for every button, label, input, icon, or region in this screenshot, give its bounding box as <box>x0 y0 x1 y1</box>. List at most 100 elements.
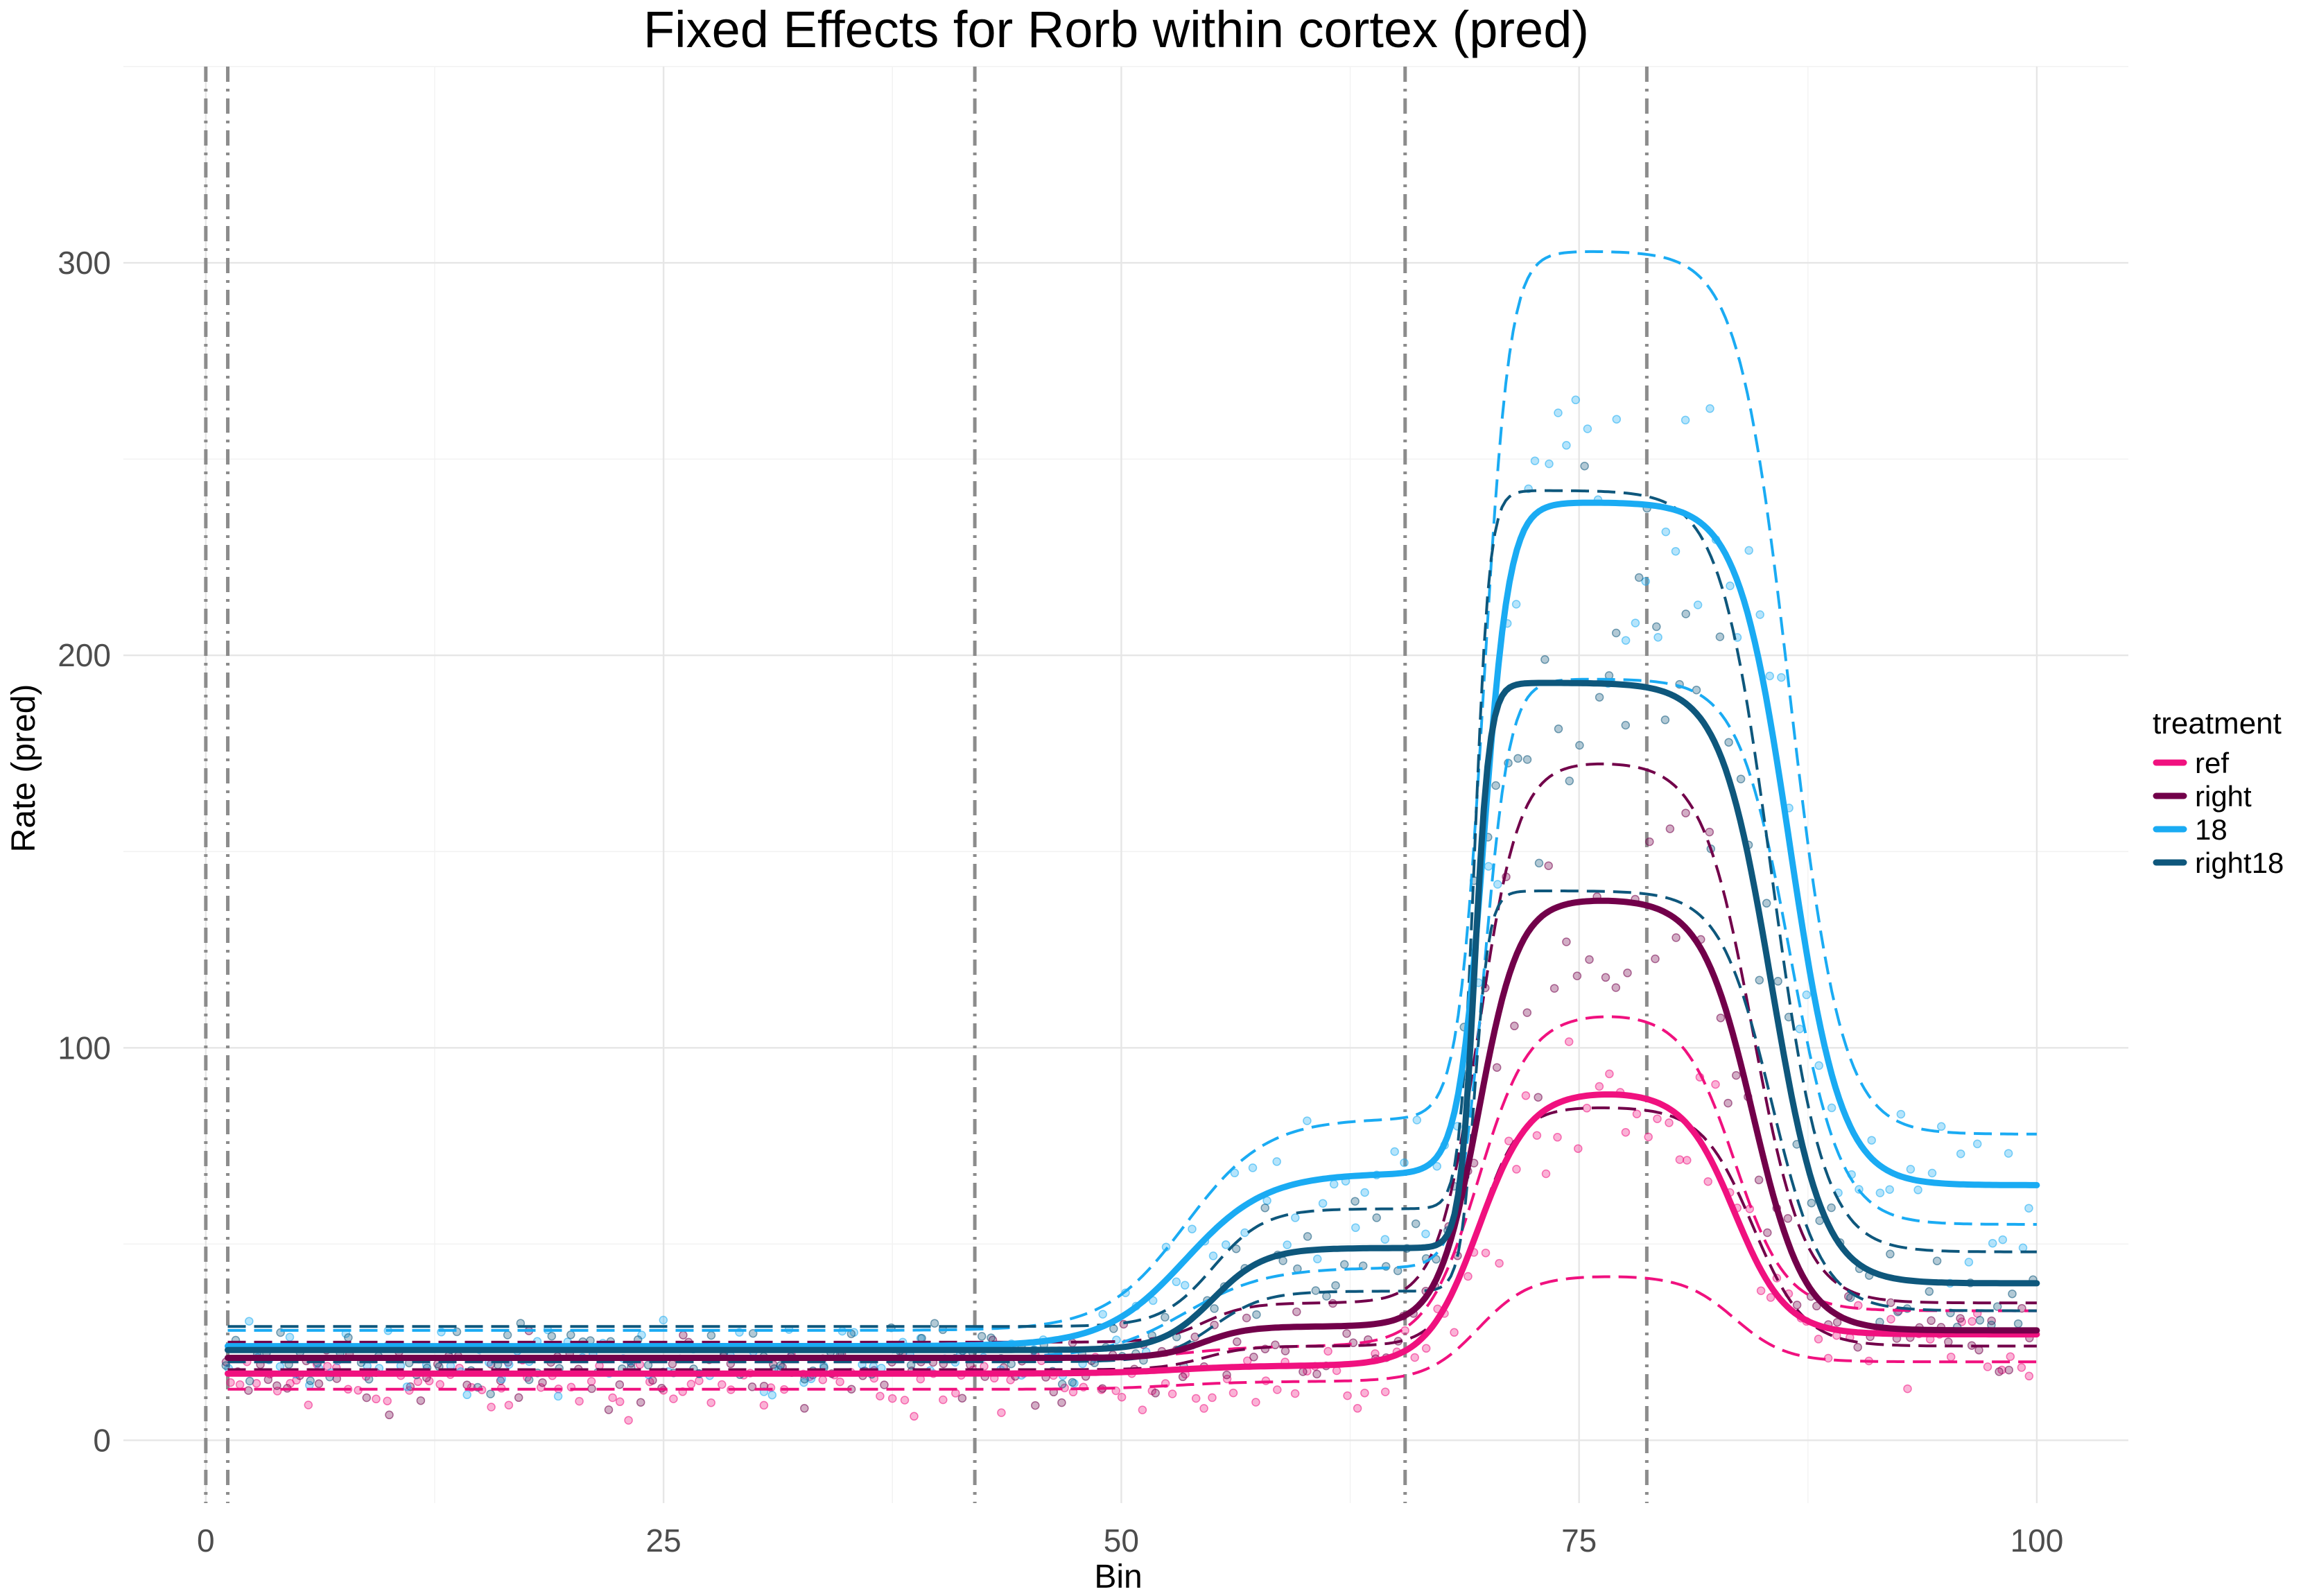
data-point <box>1975 1316 1985 1325</box>
data-point <box>1351 1197 1360 1206</box>
data-point <box>1167 1389 1177 1398</box>
data-point <box>1582 1104 1592 1113</box>
legend-title: treatment <box>2153 706 2282 740</box>
data-point <box>1683 1156 1692 1165</box>
data-point <box>566 1330 575 1339</box>
data-point <box>1432 1161 1441 1171</box>
data-point <box>1988 1238 1997 1248</box>
data-point <box>1766 1293 1775 1302</box>
data-point <box>1522 1008 1532 1017</box>
data-point <box>1230 1168 1240 1178</box>
data-point <box>1272 1157 1281 1166</box>
data-point <box>1632 1109 1642 1118</box>
data-point <box>2024 1204 2033 1213</box>
data-point <box>1595 693 1604 702</box>
data-point <box>1736 774 1746 783</box>
data-point <box>1240 1228 1249 1238</box>
data-point <box>1233 1337 1242 1346</box>
data-point <box>1313 1254 1322 1264</box>
data-point <box>1303 1232 1312 1241</box>
data-point <box>1661 527 1671 537</box>
data-point <box>1323 1346 1332 1356</box>
data-point <box>1161 1312 1170 1322</box>
data-point <box>1641 577 1650 586</box>
data-point <box>1188 1224 1197 1233</box>
data-point <box>1493 880 1502 889</box>
data-point <box>1534 1093 1543 1102</box>
data-point <box>1260 1203 1269 1213</box>
data-point <box>1773 977 1782 986</box>
data-point <box>1191 1394 1201 1403</box>
data-point <box>1522 755 1532 764</box>
data-point <box>767 1390 777 1400</box>
x-axis-title: Bin <box>1094 1559 1142 1595</box>
data-point <box>759 1400 769 1410</box>
data-point <box>1554 408 1563 417</box>
data-point <box>1513 754 1522 763</box>
data-point <box>547 1331 557 1341</box>
data-point <box>1057 1398 1066 1407</box>
data-point <box>1726 581 1735 591</box>
x-tick-label: 100 <box>2011 1523 2064 1559</box>
data-point <box>1814 1335 1823 1344</box>
data-point <box>1972 1139 1982 1149</box>
band-lower-ref <box>227 1275 2037 1391</box>
data-point <box>1208 1393 1217 1403</box>
data-point <box>1178 1372 1188 1382</box>
chart-title: Fixed Effects for Rorb within cortex (pr… <box>643 1 1589 58</box>
data-point <box>1400 1326 1409 1335</box>
y-tick-label: 100 <box>58 1030 111 1066</box>
data-point <box>997 1408 1006 1417</box>
data-point <box>1992 1302 2002 1311</box>
data-point <box>1151 1389 1160 1398</box>
data-point <box>1611 628 1621 638</box>
series-line-18 <box>225 499 2040 1350</box>
data-point <box>1199 1404 1208 1413</box>
data-point <box>1956 1149 1965 1159</box>
data-point <box>1249 1353 1258 1362</box>
data-point <box>669 1394 678 1403</box>
data-point <box>900 1396 910 1405</box>
data-point <box>1421 1344 1431 1353</box>
data-point <box>1208 1251 1218 1260</box>
data-point <box>1623 969 1632 978</box>
data-point <box>910 1412 919 1421</box>
data-point <box>1421 1229 1430 1238</box>
data-point <box>1572 971 1582 980</box>
data-point <box>1867 1136 1876 1145</box>
data-point <box>1671 933 1681 942</box>
data-point <box>1057 1380 1067 1389</box>
data-point <box>1716 1013 1726 1023</box>
data-point <box>1332 1366 1341 1376</box>
data-point <box>1412 1116 1422 1125</box>
data-point <box>272 1381 281 1390</box>
y-axis-title: Rate (pred) <box>6 684 42 853</box>
data-point <box>1693 600 1703 609</box>
data-point <box>1575 740 1584 750</box>
data-point <box>221 1361 231 1370</box>
band-upper-18 <box>227 250 2037 1332</box>
data-point <box>1755 610 1764 619</box>
data-point <box>1601 973 1610 982</box>
data-point <box>987 1333 996 1342</box>
data-point <box>306 1376 315 1385</box>
grid <box>123 66 2128 1503</box>
data-point <box>939 1395 948 1405</box>
data-point <box>1180 1281 1190 1290</box>
data-point <box>314 1379 324 1389</box>
data-point <box>1936 1122 1946 1131</box>
data-point <box>1495 1258 1504 1268</box>
data-point <box>372 1394 381 1404</box>
y-tick-label: 300 <box>58 245 111 281</box>
data-point <box>1380 1387 1390 1396</box>
data-point <box>1927 1168 1937 1178</box>
data-point <box>503 1330 512 1339</box>
data-point <box>1138 1405 1147 1414</box>
data-point <box>1777 673 1786 682</box>
data-point <box>1807 1198 1816 1208</box>
data-point <box>1278 1256 1287 1265</box>
series-line-right <box>225 897 2040 1361</box>
data-point <box>285 1333 295 1342</box>
